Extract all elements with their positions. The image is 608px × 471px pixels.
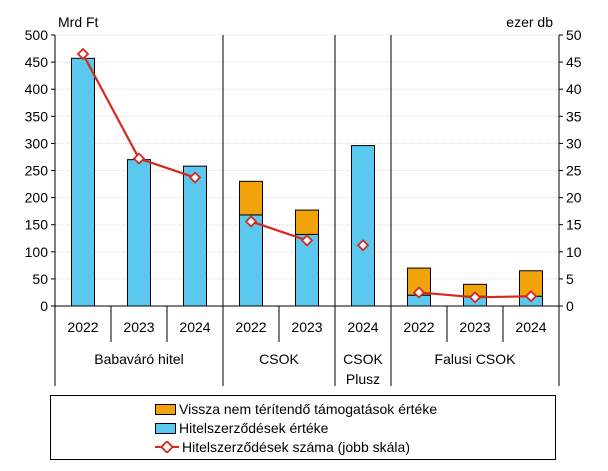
legend-item-grants: Vissza nem térítendő támogatások értéke: [155, 399, 437, 419]
legend-label-loan-count: Hitelszerződések száma (jobb skála): [182, 439, 410, 455]
y-tick-label-left: 500: [25, 27, 49, 43]
y-tick-label-left: 450: [25, 54, 49, 70]
legend: Vissza nem térítendő támogatások értéke …: [50, 395, 556, 460]
x-tick-label: 2024: [179, 319, 210, 335]
line-loan-count: [250, 220, 308, 242]
bar-loan-value: [127, 159, 151, 307]
x-tick-label: 2023: [459, 319, 490, 335]
marker-loan-count: [300, 234, 314, 247]
x-tick-label: 2023: [291, 319, 322, 335]
marker-loan-count: [244, 215, 258, 228]
left-axis-unit: Mrd Ft: [58, 14, 99, 30]
y-tick-label-right: 40: [566, 81, 582, 97]
y-tick-label-left: 0: [40, 298, 48, 314]
y-tick-label-right: 30: [566, 135, 582, 151]
y-tick-label-right: 15: [566, 217, 582, 233]
bar-loan-value: [351, 145, 375, 307]
group-label: Babaváró hitel: [94, 351, 184, 367]
y-tick-label-left: 200: [25, 190, 49, 206]
group-label: Plusz: [346, 371, 380, 387]
legend-swatch-loan-value: [155, 422, 176, 434]
x-tick-label: 2022: [403, 319, 434, 335]
marker-loan-count: [524, 290, 538, 303]
line-series: [76, 47, 538, 304]
legend-label-loan-value: Hitelszerződések értéke: [179, 420, 329, 436]
y-tick-label-right: 10: [566, 244, 582, 260]
bar-grant-value: [295, 209, 319, 235]
axes: [51, 34, 563, 386]
legend-line-loan-count: [155, 441, 179, 453]
bar-grant-value: [239, 180, 263, 216]
y-tick-label-left: 250: [25, 163, 49, 179]
marker-loan-count: [76, 47, 90, 61]
legend-item-loan-value: Hitelszerződések értéke: [155, 418, 328, 438]
y-tick-label-left: 100: [25, 244, 49, 260]
y-tick-label-right: 5: [566, 271, 574, 287]
y-tick-label-right: 20: [566, 190, 582, 206]
group-label: CSOK: [343, 351, 383, 367]
right-axis-unit: ezer db: [506, 14, 553, 30]
legend-swatch-grants: [155, 403, 176, 415]
bars: [71, 57, 543, 307]
group-label: CSOK: [259, 351, 299, 367]
x-tick-label: 2022: [67, 319, 98, 335]
y-tick-label-left: 350: [25, 108, 49, 124]
y-tick-label-right: 35: [566, 108, 582, 124]
legend-label-grants: Vissza nem térítendő támogatások értéke: [179, 401, 438, 417]
marker-loan-count: [132, 152, 146, 165]
y-tick-label-right: 0: [566, 298, 574, 314]
marker-loan-count: [468, 291, 482, 304]
y-tick-label-left: 150: [25, 217, 49, 233]
bar-loan-value: [71, 57, 95, 307]
y-tick-label-left: 50: [32, 271, 48, 287]
legend-item-loan-count: Hitelszerződések száma (jobb skála): [155, 437, 410, 457]
y-tick-label-right: 45: [566, 54, 582, 70]
bar-loan-value: [239, 214, 263, 307]
y-tick-label-right: 50: [566, 27, 582, 43]
bar-loan-value: [183, 165, 207, 307]
group-label: Falusi CSOK: [435, 351, 517, 367]
x-tick-label: 2024: [515, 319, 546, 335]
marker-loan-count: [412, 286, 426, 299]
y-tick-label-left: 300: [25, 135, 49, 151]
x-tick-label: 2022: [235, 319, 266, 335]
axis-labels: 0 50 100 150 200 250 300 350 400 450 500 0 5 10 15 20 25…: [25, 27, 582, 387]
x-tick-label: 2024: [347, 319, 378, 335]
x-tick-label: 2023: [123, 319, 154, 335]
marker-loan-count: [188, 171, 202, 184]
y-tick-label-right: 25: [566, 163, 582, 179]
y-tick-label-left: 400: [25, 81, 49, 97]
marker-loan-count: [356, 239, 370, 252]
